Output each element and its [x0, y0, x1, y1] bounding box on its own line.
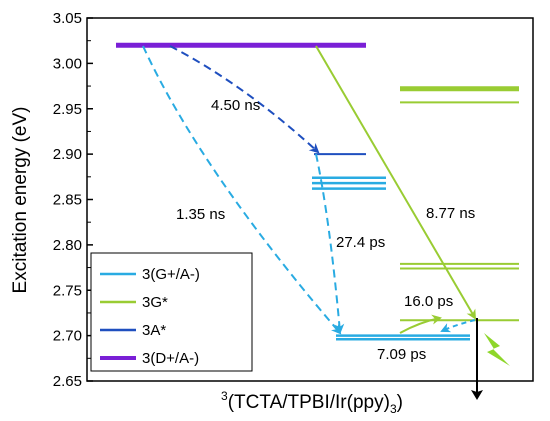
arrow-ga-to-g: [399, 314, 442, 334]
label-ga-to-g: 16.0 ps: [404, 293, 453, 310]
emission-lightning-icon: [484, 333, 510, 366]
transition-labels: 4.50 ns 1.35 ns 27.4 ps 8.77 ns 16.0 ps …: [176, 97, 475, 363]
y-tick-label: 2.65: [53, 373, 82, 390]
y-axis-title: Excitation energy (eV): [10, 107, 31, 294]
y-tick-label: 2.80: [53, 237, 82, 254]
legend-label: 3(G+/A-): [142, 266, 200, 283]
y-tick-label: 2.90: [53, 146, 82, 163]
arrow-a-to-ga: [315, 153, 345, 334]
y-tick-label: 2.70: [53, 328, 82, 345]
label-a-to-ga: 27.4 ps: [336, 234, 385, 251]
y-tick-label: 2.85: [53, 192, 82, 209]
energy-levels: [116, 42, 519, 341]
label-da-to-ga: 1.35 ns: [176, 206, 225, 223]
label-da-to-a: 4.50 ns: [211, 97, 260, 114]
legend-label: 3(D+/A-): [142, 350, 199, 367]
legend: 3(G+/A-) 3G* 3A* 3(D+/A-): [90, 252, 253, 372]
y-axis-ticks: 2.65 2.70 2.75 2.80 2.85 2.90 2.95 3.00 3.05: [53, 10, 93, 390]
transitions: [142, 45, 510, 400]
label-g-to-ga: 7.09 ps: [377, 346, 426, 363]
legend-label: 3A*: [142, 322, 166, 339]
arrow-da-to-a: [169, 45, 320, 154]
y-tick-label: 2.75: [53, 282, 82, 299]
legend-label: 3G*: [142, 294, 168, 311]
y-tick-label: 3.05: [53, 10, 82, 27]
y-tick-label: 3.00: [53, 55, 82, 72]
legend-box: [90, 252, 253, 372]
x-axis-title: 3(TCTA/TPBI/Ir(ppy)3): [221, 389, 403, 416]
arrow-da-to-g: [315, 45, 477, 320]
y-tick-label: 2.95: [53, 101, 82, 118]
arrow-g-to-ga: [440, 319, 476, 333]
label-da-to-g: 8.77 ns: [426, 205, 475, 222]
